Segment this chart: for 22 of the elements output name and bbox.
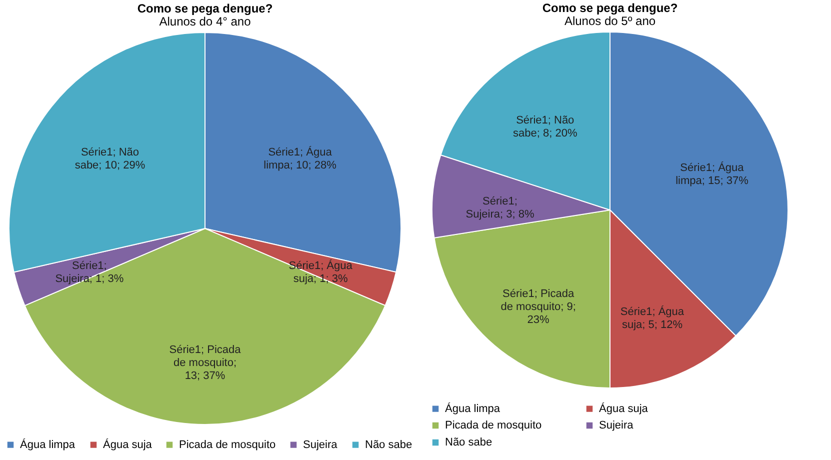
legend-label: Picada de mosquito [445,420,542,432]
chart-title: Como se pega dengue? [137,2,273,16]
legend-label: Água suja [103,438,153,451]
legend-label: Água limpa [20,438,76,451]
data-label: Série1; Não sabe; 8; 20% [513,114,578,140]
legend-label: Sujeira [599,420,634,432]
chart-title: Como se pega dengue? [542,1,678,15]
data-label: Série1; Picada de mosquito; 9; 23% [500,288,576,326]
data-label: Série1; Picada de mosquito; 13; 37% [169,344,242,382]
legend-label: Sujeira [303,438,338,451]
data-label: Série1; Não sabe; 10; 29% [74,146,146,172]
legend-label: Água limpa [445,402,501,415]
chart-subtitle: Alunos do 5º ano [564,14,656,28]
data-label: Série1; Água suja; 5; 12% [620,304,685,331]
legend-label: Não sabe [365,438,412,451]
legend-label: Água suja [599,402,649,415]
legend-label: Picada de mosquito [179,438,276,451]
legend-label: Não sabe [445,436,492,448]
data-label: Série1; Sujeira; 3; 8% [466,195,534,220]
data-label: Série1; Água limpa; 15; 37% [676,160,749,187]
chart-subtitle: Alunos do 4° ano [159,14,252,28]
data-label: Série1; Água limpa; 10; 28% [264,146,337,172]
